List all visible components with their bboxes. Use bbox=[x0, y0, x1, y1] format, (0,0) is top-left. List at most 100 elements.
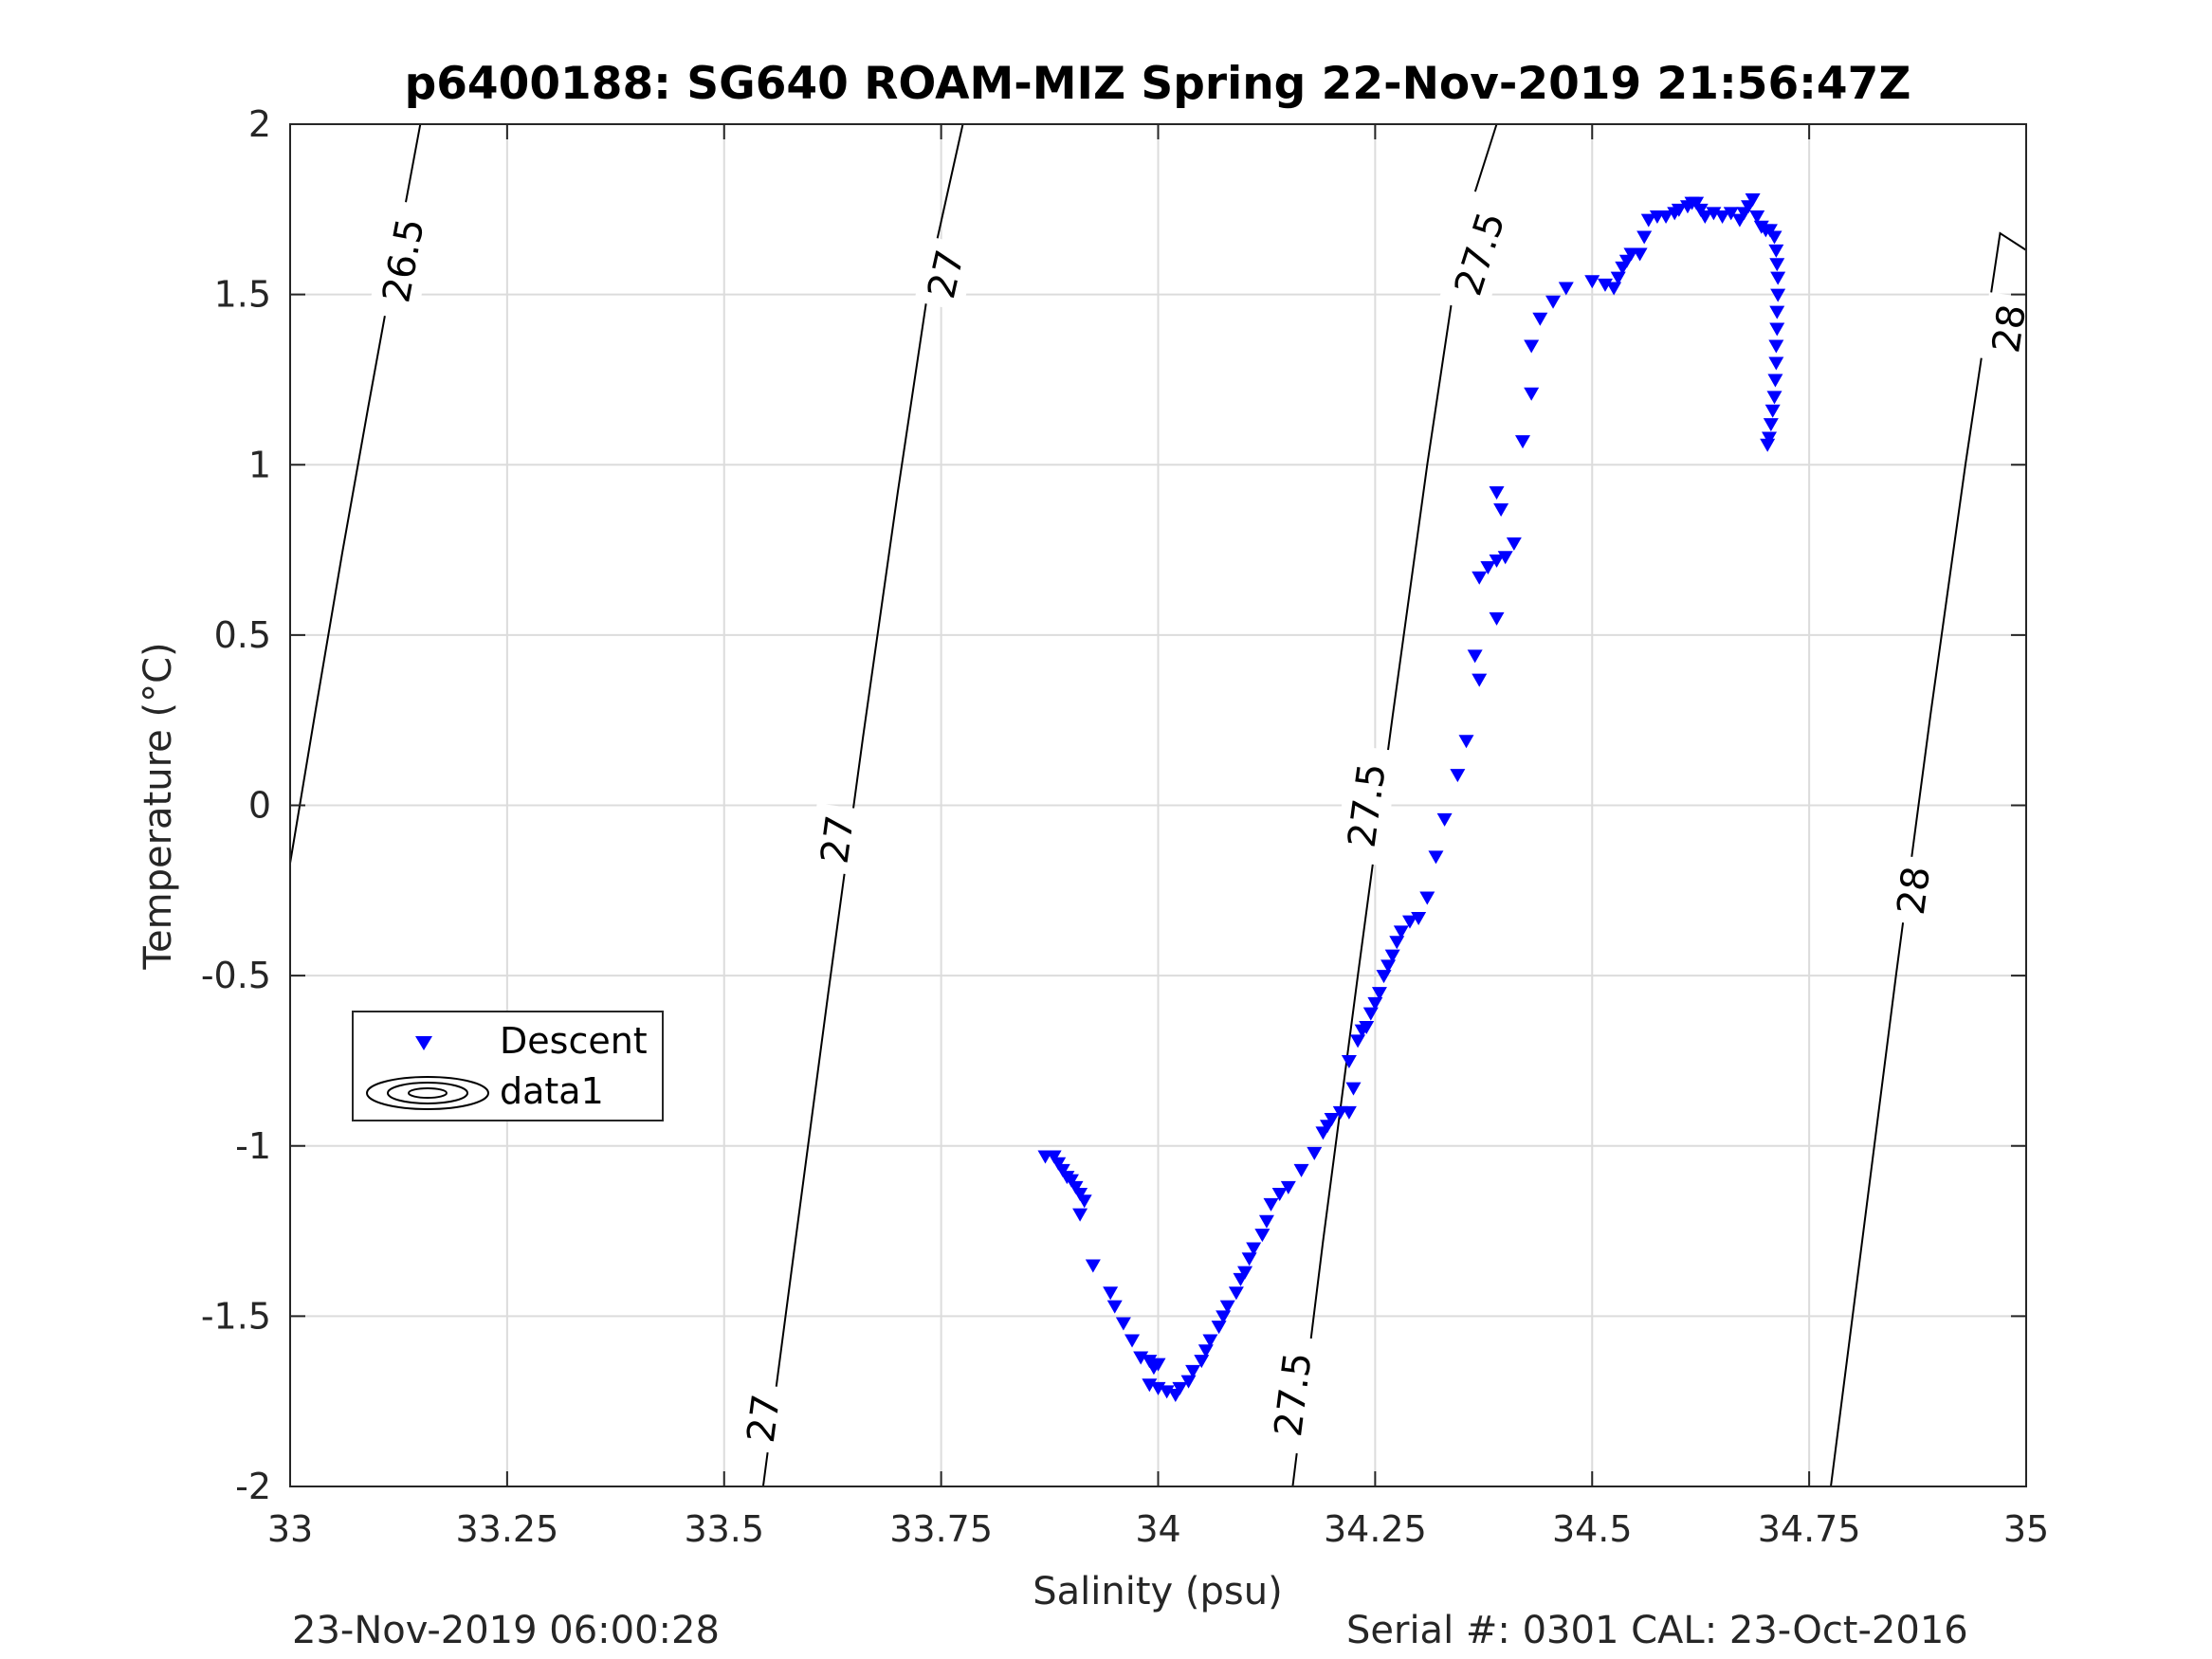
descent-point bbox=[1051, 1157, 1067, 1171]
descent-point bbox=[1636, 230, 1653, 245]
descent-point bbox=[1237, 1266, 1253, 1280]
descent-point bbox=[1472, 571, 1488, 585]
x-tick-label: 33 bbox=[267, 1508, 313, 1550]
descent-point bbox=[1359, 1021, 1375, 1035]
descent-point bbox=[1524, 387, 1540, 401]
descent-point bbox=[1610, 271, 1626, 285]
descent-point bbox=[1341, 1105, 1357, 1120]
descent-point bbox=[1103, 1286, 1119, 1301]
descent-point bbox=[1714, 210, 1730, 224]
isopycnal-label: 27 bbox=[814, 812, 863, 866]
descent-point bbox=[1341, 1054, 1357, 1068]
descent-point bbox=[1769, 258, 1785, 272]
contour-label-bg bbox=[808, 803, 867, 876]
legend[interactable]: Descent data1 bbox=[352, 1011, 664, 1121]
descent-point bbox=[1254, 1229, 1271, 1243]
descent-point bbox=[1106, 1300, 1123, 1314]
descent-point bbox=[1115, 1317, 1131, 1331]
x-tick-label: 35 bbox=[2003, 1508, 2049, 1550]
descent-point bbox=[1241, 1252, 1257, 1267]
descent-point bbox=[1458, 735, 1474, 749]
legend-data1-label: data1 bbox=[500, 1070, 604, 1112]
x-tick-label: 34.5 bbox=[1552, 1508, 1633, 1550]
y-tick-label: -0.5 bbox=[201, 955, 271, 996]
y-tick-label: -2 bbox=[235, 1466, 271, 1507]
descent-point bbox=[1197, 1344, 1214, 1358]
y-tick-label: 1 bbox=[248, 444, 271, 485]
footer-serial-cal: Serial #: 0301 CAL: 23-Oct-2016 bbox=[1346, 1609, 1968, 1652]
descent-point bbox=[1228, 1286, 1244, 1301]
descent-point bbox=[1307, 1146, 1323, 1160]
descent-point bbox=[1763, 418, 1779, 432]
descent-point bbox=[1769, 322, 1785, 337]
descent-point bbox=[1068, 1180, 1084, 1194]
descent-point bbox=[1293, 1163, 1309, 1177]
descent-point bbox=[1263, 1197, 1279, 1212]
descent-point bbox=[1401, 915, 1417, 929]
descent-point bbox=[1524, 339, 1540, 354]
descent-point bbox=[1658, 210, 1674, 224]
contour-label-bg bbox=[368, 198, 438, 322]
descent-point bbox=[1764, 404, 1781, 418]
legend-contour-icon bbox=[366, 1076, 489, 1110]
isopycnal-label: 27 bbox=[920, 246, 973, 302]
descent-point bbox=[1246, 1242, 1262, 1256]
descent-point bbox=[1760, 438, 1776, 452]
y-tick-label: -1 bbox=[235, 1125, 271, 1167]
descent-point bbox=[1745, 193, 1761, 208]
descent-point bbox=[1389, 936, 1405, 950]
descent-point bbox=[1493, 502, 1509, 517]
isopycnal-line bbox=[1830, 231, 2027, 1487]
descent-point bbox=[1371, 987, 1387, 1001]
descent-point bbox=[1632, 247, 1648, 262]
descent-point bbox=[1393, 925, 1409, 939]
descent-point bbox=[1489, 554, 1505, 568]
descent-point bbox=[1766, 391, 1782, 405]
axis-ticks: 33 33.25 33.5 33.75 34 34.25 34.5 34.75 35 -2 -1.5… bbox=[201, 103, 2049, 1550]
y-tick-label: -1.5 bbox=[201, 1295, 271, 1337]
descent-point bbox=[1428, 850, 1444, 865]
descent-point bbox=[1606, 282, 1622, 296]
descent-point bbox=[1142, 1378, 1158, 1393]
contour-label-bg bbox=[1884, 854, 1943, 927]
descent-point bbox=[1515, 435, 1531, 449]
descent-point bbox=[1762, 431, 1778, 446]
descent-point bbox=[1376, 970, 1392, 984]
contour-label-bg bbox=[1979, 292, 2038, 366]
descent-point bbox=[1258, 1214, 1274, 1229]
y-tick-label: 0 bbox=[248, 785, 271, 827]
y-tick-label: 1.5 bbox=[214, 274, 271, 316]
isopycnal-label: 26.5 bbox=[375, 215, 433, 306]
descent-point bbox=[1766, 230, 1782, 245]
descent-point bbox=[1063, 1174, 1079, 1188]
descent-point bbox=[1558, 282, 1574, 296]
descent-point bbox=[1506, 537, 1522, 551]
descent-point bbox=[1380, 959, 1397, 974]
descent-point bbox=[1749, 210, 1765, 224]
descent-point bbox=[1768, 339, 1784, 354]
x-tick-label: 33.75 bbox=[889, 1508, 993, 1550]
descent-point bbox=[1350, 1034, 1366, 1048]
descent-point bbox=[1194, 1355, 1210, 1369]
isopycnal-label: 27 bbox=[740, 1392, 789, 1445]
descent-point bbox=[1419, 891, 1435, 905]
descent-series bbox=[1037, 193, 1786, 1403]
descent-point bbox=[1489, 485, 1505, 500]
descent-point bbox=[1054, 1163, 1070, 1177]
descent-point bbox=[1085, 1259, 1101, 1273]
descent-point bbox=[1133, 1351, 1149, 1365]
x-tick-label: 34.25 bbox=[1324, 1508, 1427, 1550]
isopycnal-label: 27.5 bbox=[1267, 1350, 1321, 1439]
chart-title: p6400188: SG640 ROAM-MIZ Spring 22-Nov-2… bbox=[405, 58, 1911, 110]
descent-point bbox=[1497, 551, 1513, 565]
descent-point bbox=[1597, 278, 1613, 292]
descent-point bbox=[1450, 769, 1466, 783]
isopycnal-label: 28 bbox=[1984, 301, 2035, 356]
descent-point bbox=[1689, 196, 1705, 210]
descent-point bbox=[1767, 374, 1783, 388]
descent-point bbox=[1367, 996, 1383, 1011]
descent-point bbox=[1280, 1180, 1296, 1194]
footer-timestamp: 23-Nov-2019 06:00:28 bbox=[292, 1609, 720, 1652]
